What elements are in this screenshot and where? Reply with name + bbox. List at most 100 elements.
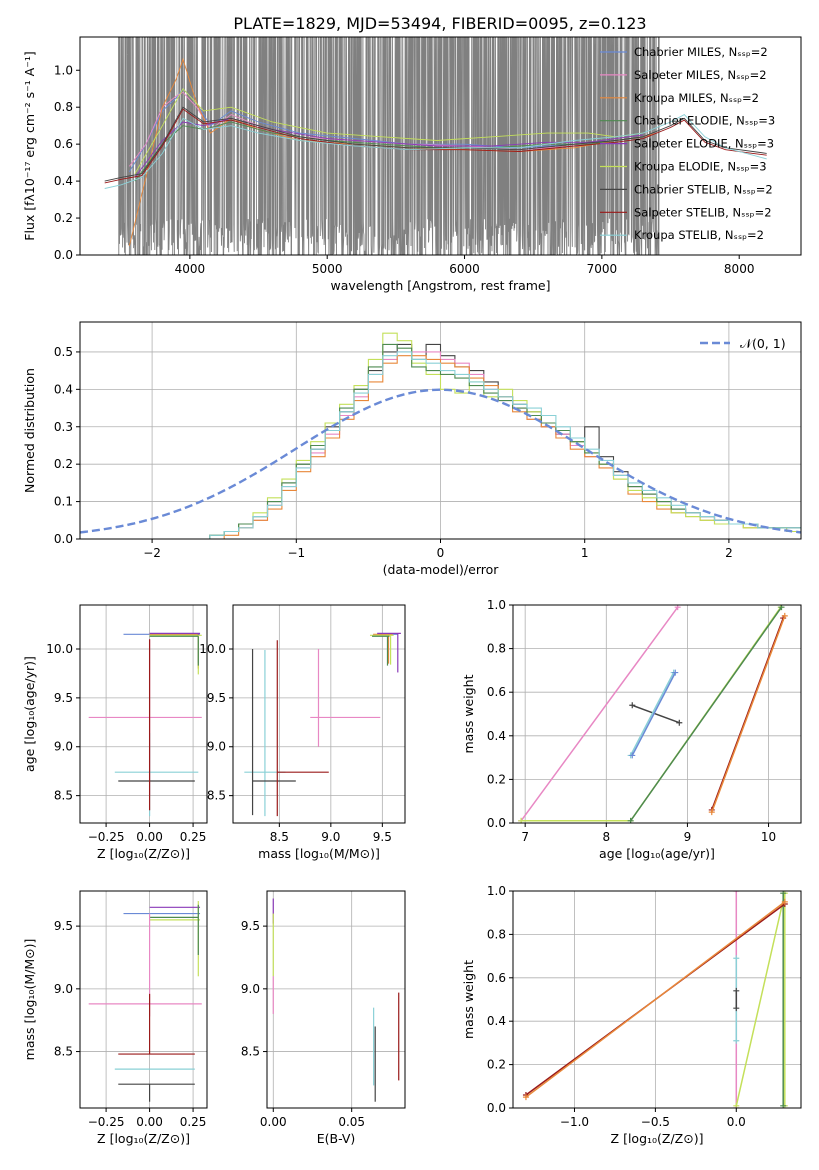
x-tick-label: −0.25 <box>88 1115 125 1129</box>
y-tick-label: 0.4 <box>487 1014 506 1028</box>
y-axis-label: mass weight <box>461 960 476 1039</box>
series-line-3 <box>631 672 676 756</box>
x-axis-label: (data-model)/error <box>383 562 500 577</box>
x-tick-label: 10 <box>761 830 776 844</box>
series-line-1 <box>632 704 680 724</box>
x-tick-label: −0.25 <box>88 830 125 844</box>
plot-area-spectrum <box>104 37 767 255</box>
plot-area-mass-vs-Z <box>88 901 202 1102</box>
y-axis-label: mass weight <box>461 674 476 753</box>
x-axis-label: Z [log₁₀(Z/Z⊙)] <box>97 846 190 861</box>
x-tick-label: −0.5 <box>641 1115 670 1129</box>
plot-area-mass-vs-EBV <box>272 898 400 1102</box>
y-tick-label: 8.5 <box>207 789 226 803</box>
x-tick-label: 7000 <box>587 262 618 276</box>
plot-area-age-vs-mass <box>244 632 401 817</box>
panel-spectrum: 4000 5000 6000 7000 8000 0.0 0.2 0.4 0.6 0.8 1.0 wa… <box>22 36 802 293</box>
y-tick-label: 0.0 <box>54 532 73 546</box>
series-line-5 <box>134 87 644 174</box>
series-point-marker <box>733 955 740 962</box>
series-point-marker <box>733 891 740 894</box>
series-line-6 <box>525 901 786 1098</box>
x-tick-label: 0.00 <box>136 830 163 844</box>
x-axis-label: mass [log₁₀(M/M⊙)] <box>258 846 380 861</box>
y-tick-label: 8.5 <box>54 1045 73 1059</box>
x-tick-label: 5000 <box>312 262 343 276</box>
y-tick-label: 0.2 <box>487 1058 506 1072</box>
panel-age-vs-mass: 8.5 9.0 9.5 8.5 9.0 9.5 10.0 mass [log₁₀(M/M⊙)] <box>199 604 406 861</box>
legend-label: Kroupa STELIB, Nₛₛₚ=2 <box>634 228 764 242</box>
x-tick-label: 8.5 <box>270 830 289 844</box>
x-tick-label: 1 <box>581 546 589 560</box>
x-tick-label: 0.05 <box>338 1115 365 1129</box>
y-tick-label: 8.5 <box>54 789 73 803</box>
panel-residuals: −2 −1 0 1 2 0.0 0.1 0.2 0.3 0.4 0.5 (data-model)/er… <box>22 321 802 577</box>
series-point-marker <box>781 898 788 905</box>
panels: 4000 5000 6000 7000 8000 0.0 0.2 0.4 0.6 0.8 1.0 wa… <box>22 36 802 1146</box>
x-tick-label: 9.5 <box>373 830 392 844</box>
y-tick-label: 0.6 <box>487 685 506 699</box>
y-tick-label: 9.0 <box>241 982 260 996</box>
x-tick-label: 2 <box>725 546 733 560</box>
series-point-marker <box>733 987 740 994</box>
legend-label: Salpeter STELIB, Nₛₛₚ=2 <box>634 205 772 219</box>
y-tick-label: 0.2 <box>487 772 506 786</box>
legend-label: Kroupa MILES, Nₛₛₚ=2 <box>634 91 759 105</box>
y-tick-label: 1.0 <box>54 63 73 77</box>
series-point-marker <box>733 1037 740 1044</box>
y-tick-label: 0.0 <box>487 816 506 830</box>
plot-area-residuals <box>80 332 801 539</box>
series-line-7 <box>711 615 786 813</box>
y-tick-label: 9.5 <box>207 691 226 705</box>
y-axis-label: Flux [fλ10⁻¹⁷ erg cm⁻² s⁻¹ A⁻¹] <box>22 51 37 240</box>
x-tick-label: −1 <box>287 546 305 560</box>
series-line-7 <box>104 108 767 184</box>
y-tick-label: 1.0 <box>487 598 506 612</box>
x-axis-label: wavelength [Angstrom, rest frame] <box>330 278 550 293</box>
normal-curve-line <box>80 388 801 534</box>
y-axis-label: age [log₁₀(age/yr)] <box>22 656 37 772</box>
y-tick-label: 0.8 <box>487 927 506 941</box>
y-tick-label: 9.0 <box>207 740 226 754</box>
y-tick-label: 10.0 <box>199 642 226 656</box>
x-tick-label: 0.25 <box>180 1115 207 1129</box>
figure-title: PLATE=1829, MJD=53494, FIBERID=0095, z=0… <box>233 14 646 33</box>
y-tick-label: 1.0 <box>487 884 506 898</box>
y-tick-label: 9.0 <box>54 982 73 996</box>
x-tick-label: −2 <box>143 546 161 560</box>
panel-mass-vs-EBV: 0.00 0.05 8.5 9.0 9.5 E(B-V) <box>241 890 406 1146</box>
y-tick-label: 0.5 <box>54 345 73 359</box>
x-axis-label: Z [log₁₀(Z/Z⊙)] <box>97 1131 190 1146</box>
y-tick-label: 0.3 <box>54 420 73 434</box>
legend-label: Chabrier STELIB, Nₛₛₚ=2 <box>634 182 773 196</box>
series-point-marker <box>733 1005 740 1012</box>
y-tick-label: 8.5 <box>241 1045 260 1059</box>
x-tick-label: 0.0 <box>727 1115 746 1129</box>
y-tick-label: 0.6 <box>487 971 506 985</box>
series-line-2 <box>629 672 675 756</box>
y-tick-label: 9.5 <box>54 919 73 933</box>
histogram-step-5 <box>180 351 801 539</box>
x-tick-label: 4000 <box>175 262 206 276</box>
y-tick-label: 0.4 <box>487 729 506 743</box>
panel-weight-vs-age: 7 8 9 10 0.0 0.2 0.4 0.6 0.8 1.0 age [log₁₀(age/yr… <box>461 598 802 861</box>
x-tick-label: 0.00 <box>136 1115 163 1129</box>
x-tick-label: 7 <box>521 830 529 844</box>
spectrum-legend: Chabrier MILES, Nₛₛₚ=2 Salpeter MILES, Nₛ… <box>600 45 775 242</box>
x-tick-label: 8 <box>602 830 610 844</box>
legend-label: 𝒩(0, 1) <box>740 336 786 351</box>
axes-frame <box>79 890 208 1109</box>
y-tick-label: 0.8 <box>487 642 506 656</box>
series-line-6 <box>104 106 767 182</box>
series-line-0 <box>520 606 679 822</box>
y-tick-label: 10.0 <box>46 642 73 656</box>
series-point-marker <box>781 612 788 619</box>
y-axis-label: Normed distribution <box>22 368 37 493</box>
y-tick-label: 9.5 <box>54 691 73 705</box>
y-axis-label: mass [log₁₀(M/M⊙)] <box>22 939 37 1061</box>
y-tick-label: 0.0 <box>54 248 73 262</box>
x-axis-label: Z [log₁₀(Z/Z⊙)] <box>611 1131 704 1146</box>
legend-label: Chabrier MILES, Nₛₛₚ=2 <box>634 45 768 59</box>
residuals-legend: 𝒩(0, 1) <box>700 336 786 351</box>
axes-frame <box>512 604 802 824</box>
